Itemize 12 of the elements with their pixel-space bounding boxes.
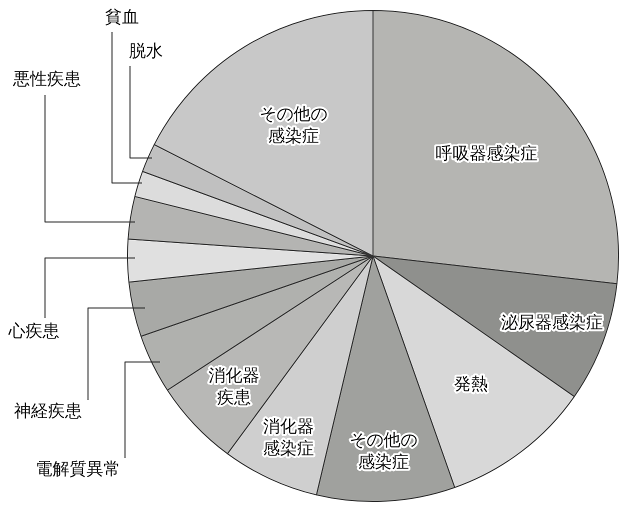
slice-label: 貧血 [105, 7, 139, 28]
slice-label: その他の感染症 [349, 430, 418, 473]
slice-label: 心疾患 [8, 321, 60, 342]
slice-label: 悪性疾患 [12, 69, 81, 90]
slice-label: 泌尿器感染症 [501, 313, 604, 334]
slice-label: 発熱 [454, 374, 488, 394]
slice-label: 脱水 [129, 41, 163, 62]
slice-label: 消化器感染症 [262, 417, 314, 460]
slice-label: 電解質異常 [36, 459, 120, 480]
slice-label: その他の感染症 [259, 104, 328, 147]
slice-label: 消化器疾患 [208, 366, 260, 408]
slice-label: 神経疾患 [14, 401, 82, 422]
